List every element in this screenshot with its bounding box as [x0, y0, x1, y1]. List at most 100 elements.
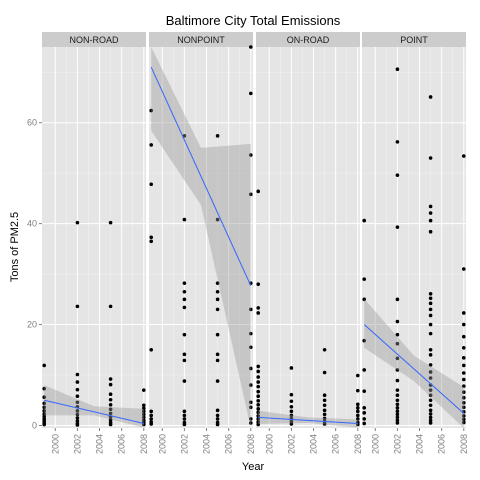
- data-point: [461, 322, 466, 327]
- data-point: [289, 413, 294, 418]
- data-point: [362, 421, 367, 426]
- confidence-band: [364, 298, 464, 428]
- data-point: [256, 375, 261, 379]
- data-point: [395, 406, 400, 410]
- data-point: [395, 332, 400, 337]
- data-point: [108, 377, 113, 381]
- data-point: [395, 173, 400, 177]
- data-point: [149, 417, 154, 421]
- data-point: [149, 422, 154, 426]
- data-point: [215, 289, 220, 294]
- data-point: [355, 413, 360, 418]
- data-point: [248, 366, 253, 371]
- data-point: [428, 211, 433, 215]
- data-point: [395, 225, 400, 229]
- data-point: [182, 379, 187, 383]
- data-point: [428, 388, 433, 392]
- data-point: [248, 400, 253, 405]
- y-tick-label: 60: [27, 118, 37, 128]
- data-point: [355, 406, 360, 410]
- fit-line: [363, 324, 465, 414]
- x-tick-label: 2006: [331, 434, 341, 454]
- data-point: [395, 421, 400, 425]
- data-point: [108, 382, 113, 387]
- x-tick-label: 2008: [246, 434, 256, 454]
- x-tick-label: 2002: [286, 434, 296, 454]
- data-point: [42, 422, 47, 427]
- strip-label-non-road: NON-ROAD: [70, 35, 119, 45]
- data-point: [322, 347, 327, 352]
- data-point: [256, 189, 261, 194]
- data-point: [75, 394, 80, 399]
- data-point: [428, 204, 433, 209]
- data-point: [256, 402, 261, 407]
- data-point: [428, 403, 433, 408]
- data-point: [428, 229, 433, 234]
- data-point: [428, 322, 433, 327]
- data-point: [362, 277, 367, 281]
- data-point: [75, 419, 80, 423]
- data-point: [75, 416, 80, 420]
- data-point: [461, 414, 466, 418]
- x-tick-label: 2002: [392, 434, 402, 454]
- data-point: [149, 413, 154, 418]
- data-point: [428, 347, 433, 352]
- data-point: [461, 384, 466, 388]
- data-point: [428, 418, 433, 423]
- data-point: [42, 401, 47, 406]
- data-point: [428, 156, 433, 160]
- data-point: [108, 304, 113, 309]
- x-tick-label: 2004: [415, 434, 425, 454]
- data-point: [428, 291, 433, 296]
- data-point: [362, 297, 367, 302]
- data-point: [182, 305, 187, 310]
- data-point: [182, 409, 187, 414]
- data-point: [395, 67, 400, 72]
- data-point: [395, 140, 400, 144]
- strip-nonpoint: [149, 32, 253, 47]
- data-point: [215, 422, 220, 427]
- data-point: [428, 415, 433, 420]
- data-point: [395, 368, 400, 372]
- data-point: [428, 421, 433, 425]
- data-point: [428, 370, 433, 374]
- panel-on-road: ON-ROAD 2000 2002 2004 2006 2008: [256, 32, 363, 454]
- fit-line: [44, 399, 144, 424]
- data-point: [428, 296, 433, 301]
- data-point: [108, 392, 113, 396]
- x-tick-label: 2006: [437, 434, 447, 454]
- data-point: [362, 411, 367, 415]
- strip-non-road: [42, 32, 146, 47]
- data-point: [395, 356, 400, 361]
- data-point: [289, 399, 294, 404]
- data-point: [461, 390, 466, 394]
- data-point: [248, 45, 253, 49]
- data-point: [182, 297, 187, 302]
- data-point: [75, 220, 80, 225]
- data-point: [461, 267, 466, 271]
- data-point: [248, 421, 253, 425]
- x-tick-label: 2006: [117, 434, 127, 454]
- x-tick-label: 2006: [224, 434, 234, 454]
- data-point: [248, 91, 253, 96]
- x-tick-label: 2008: [353, 434, 363, 454]
- data-point: [256, 417, 261, 421]
- data-point: [182, 422, 187, 427]
- data-point: [289, 405, 294, 409]
- data-point: [215, 332, 220, 337]
- x-axis-title: Year: [242, 461, 265, 473]
- data-point: [182, 417, 187, 421]
- x-tick-label: 2000: [157, 434, 167, 454]
- data-point: [149, 409, 154, 414]
- data-point: [355, 417, 360, 421]
- data-point: [256, 407, 261, 411]
- data-point: [322, 403, 327, 408]
- data-point: [248, 405, 253, 410]
- data-point: [395, 402, 400, 407]
- data-point: [215, 408, 220, 413]
- data-point: [362, 368, 367, 372]
- data-point: [75, 412, 80, 417]
- data-point: [108, 220, 113, 225]
- x-tick-label: 2004: [309, 434, 319, 454]
